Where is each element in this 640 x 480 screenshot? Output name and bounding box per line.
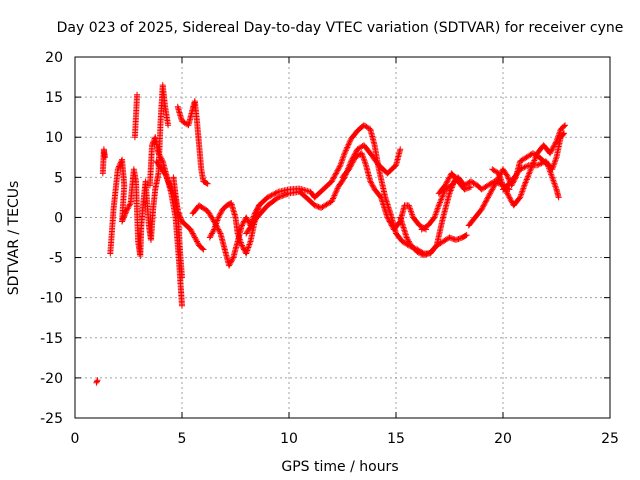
y-tick-label: -10 <box>40 291 63 307</box>
data-point-markers <box>170 174 207 253</box>
x-tick-label: 10 <box>280 431 298 447</box>
series-t1 <box>93 377 101 386</box>
data-point-markers <box>93 377 101 386</box>
series-t14 <box>397 214 470 259</box>
data-point-markers <box>243 142 404 237</box>
grid-layer <box>75 57 610 418</box>
data-point-markers <box>256 122 459 257</box>
data-point-markers <box>99 146 108 177</box>
series-t7 <box>174 98 211 187</box>
y-tick-label: 15 <box>45 90 63 106</box>
series-t16 <box>435 170 474 197</box>
x-tick-label: 20 <box>494 431 512 447</box>
ticklabels-layer: 0 5 10 15 20 25 -25 -20 -15 -10 -5 0 5 10 15 20 <box>40 50 619 447</box>
plot-border <box>74 56 611 419</box>
y-tick-label: -5 <box>49 251 63 267</box>
y-tick-label: 0 <box>54 210 63 226</box>
series-t2 <box>99 146 108 177</box>
y-axis-label: SDTVAR / TECUs <box>6 181 22 296</box>
points-layer <box>93 82 569 386</box>
x-tick-label: 15 <box>387 431 405 447</box>
x-tick-label: 5 <box>178 431 187 447</box>
series-t8 <box>170 174 207 253</box>
series-t4 <box>131 91 141 141</box>
y-tick-label: 10 <box>45 130 63 146</box>
series-t13 <box>339 150 429 233</box>
ticks-layer <box>74 56 611 419</box>
y-tick-label: -25 <box>40 411 63 427</box>
data-point-markers <box>174 98 211 187</box>
data-point-markers <box>397 214 470 259</box>
data-point-markers <box>500 130 567 193</box>
y-tick-label: -15 <box>40 331 63 347</box>
data-point-markers <box>107 82 172 259</box>
y-tick-label: 20 <box>45 50 63 66</box>
chart-title: Day 023 of 2025, Sidereal Day-to-day VTE… <box>57 20 624 36</box>
data-point-markers <box>435 170 474 197</box>
series-t19 <box>500 130 567 193</box>
series-t12 <box>243 142 404 237</box>
series-t11 <box>256 122 459 257</box>
data-point-markers <box>131 91 141 141</box>
x-tick-label: 25 <box>601 431 619 447</box>
y-tick-label: -20 <box>40 371 63 387</box>
y-tick-label: 5 <box>54 170 63 186</box>
series-t3 <box>107 82 172 259</box>
data-point-markers <box>339 150 429 233</box>
series-t10 <box>206 200 263 257</box>
x-axis-label: GPS time / hours <box>281 459 398 475</box>
x-tick-label: 0 <box>71 431 80 447</box>
data-point-markers <box>206 200 263 257</box>
